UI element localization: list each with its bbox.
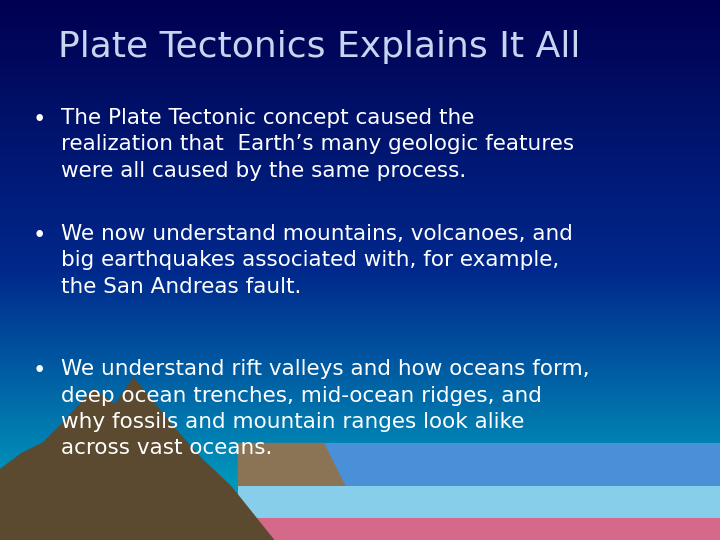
Text: We now understand mountains, volcanoes, and
big earthquakes associated with, for: We now understand mountains, volcanoes, … bbox=[61, 224, 573, 297]
Text: Plate Tectonics Explains It All: Plate Tectonics Explains It All bbox=[58, 30, 580, 64]
Polygon shape bbox=[0, 378, 274, 540]
Polygon shape bbox=[238, 443, 346, 486]
FancyBboxPatch shape bbox=[238, 443, 720, 486]
Text: We understand rift valleys and how oceans form,
deep ocean trenches, mid-ocean r: We understand rift valleys and how ocean… bbox=[61, 359, 590, 458]
FancyBboxPatch shape bbox=[238, 518, 720, 540]
Text: •: • bbox=[32, 359, 46, 382]
FancyBboxPatch shape bbox=[238, 443, 720, 540]
Text: •: • bbox=[32, 224, 46, 247]
Text: •: • bbox=[32, 108, 46, 131]
Text: The Plate Tectonic concept caused the
realization that  Earth’s many geologic fe: The Plate Tectonic concept caused the re… bbox=[61, 108, 575, 181]
